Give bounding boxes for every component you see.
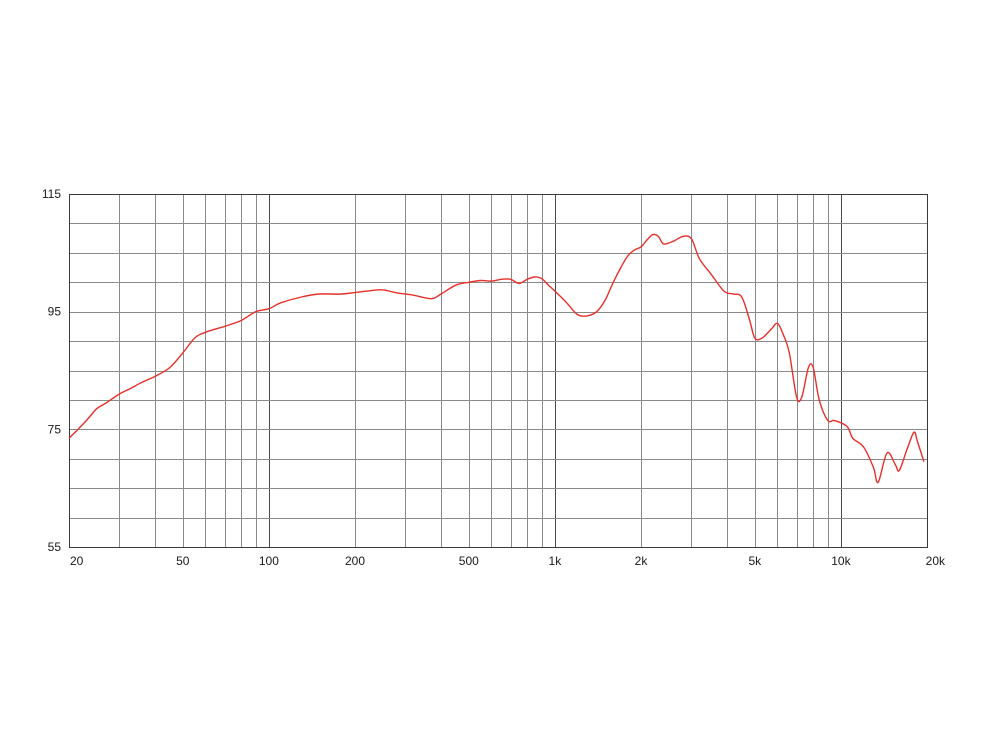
series-line-0 (68, 233, 925, 484)
plot-border (69, 194, 928, 548)
x-axis-tick-labels: 20 50 100 200 500 1k 2k 5k 10k 20k (70, 554, 946, 568)
x-tick-label: 20 (70, 554, 84, 568)
x-tick-label: 1k (549, 554, 563, 568)
y-tick-label: 75 (48, 422, 62, 436)
x-tick-label: 200 (345, 554, 365, 568)
y-tick-label: 115 (42, 187, 61, 201)
grid (69, 194, 927, 547)
x-tick-label: 5k (748, 554, 762, 568)
plot-frame (69, 194, 928, 548)
series-layer (68, 233, 925, 484)
y-axis-tick-labels: 115 95 75 55 (42, 187, 61, 554)
x-tick-label: 20k (926, 554, 946, 568)
y-tick-label: 95 (48, 305, 62, 319)
x-tick-label: 100 (259, 554, 279, 568)
x-tick-label: 2k (635, 554, 649, 568)
x-tick-label: 10k (831, 554, 851, 568)
x-tick-label: 50 (176, 554, 190, 568)
x-tick-label: 500 (459, 554, 479, 568)
y-tick-label: 55 (48, 540, 62, 554)
